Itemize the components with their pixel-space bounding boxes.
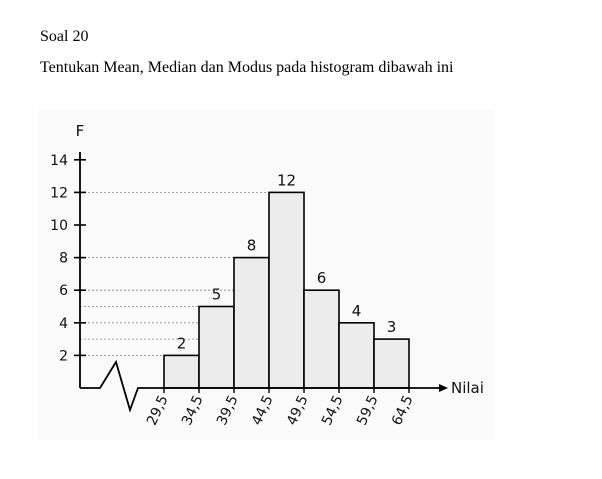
bar-value-label: 3 <box>387 318 397 336</box>
bar-value-label: 5 <box>212 286 222 304</box>
y-tick-label: 14 <box>50 153 68 169</box>
y-tick-label: 10 <box>50 218 68 234</box>
y-tick-label: 4 <box>59 316 68 332</box>
histogram-figure: 2 5 8 12 6 4 3 F 2 4 6 8 10 12 14 Nilai 29,5 34,5 39,5 44,5… <box>38 110 494 440</box>
bar-value-label: 6 <box>317 269 327 287</box>
bar-value-label: 4 <box>352 302 362 320</box>
bar-value-label: 12 <box>277 171 296 189</box>
histogram-bar <box>233 256 270 389</box>
y-axis-label: F <box>76 122 85 140</box>
x-axis-label: Nilai <box>451 379 484 397</box>
histogram-bar <box>198 305 235 389</box>
bar-value-label: 8 <box>247 237 257 255</box>
histogram-bar <box>268 191 305 389</box>
question-number: Soal 20 <box>40 28 89 45</box>
y-tick-label: 6 <box>59 283 68 299</box>
histogram-bar <box>163 354 200 389</box>
histogram-bar <box>373 338 410 389</box>
y-tick-label: 12 <box>50 185 68 201</box>
x-axis-arrow <box>439 384 448 392</box>
histogram-bar <box>303 289 340 389</box>
histogram-bar <box>338 322 375 389</box>
question-instruction: Tentukan Mean, Median dan Modus pada his… <box>40 59 454 76</box>
bar-value-label: 2 <box>177 334 187 352</box>
y-tick-label: 8 <box>59 251 68 267</box>
y-tick-label: 2 <box>59 348 68 364</box>
